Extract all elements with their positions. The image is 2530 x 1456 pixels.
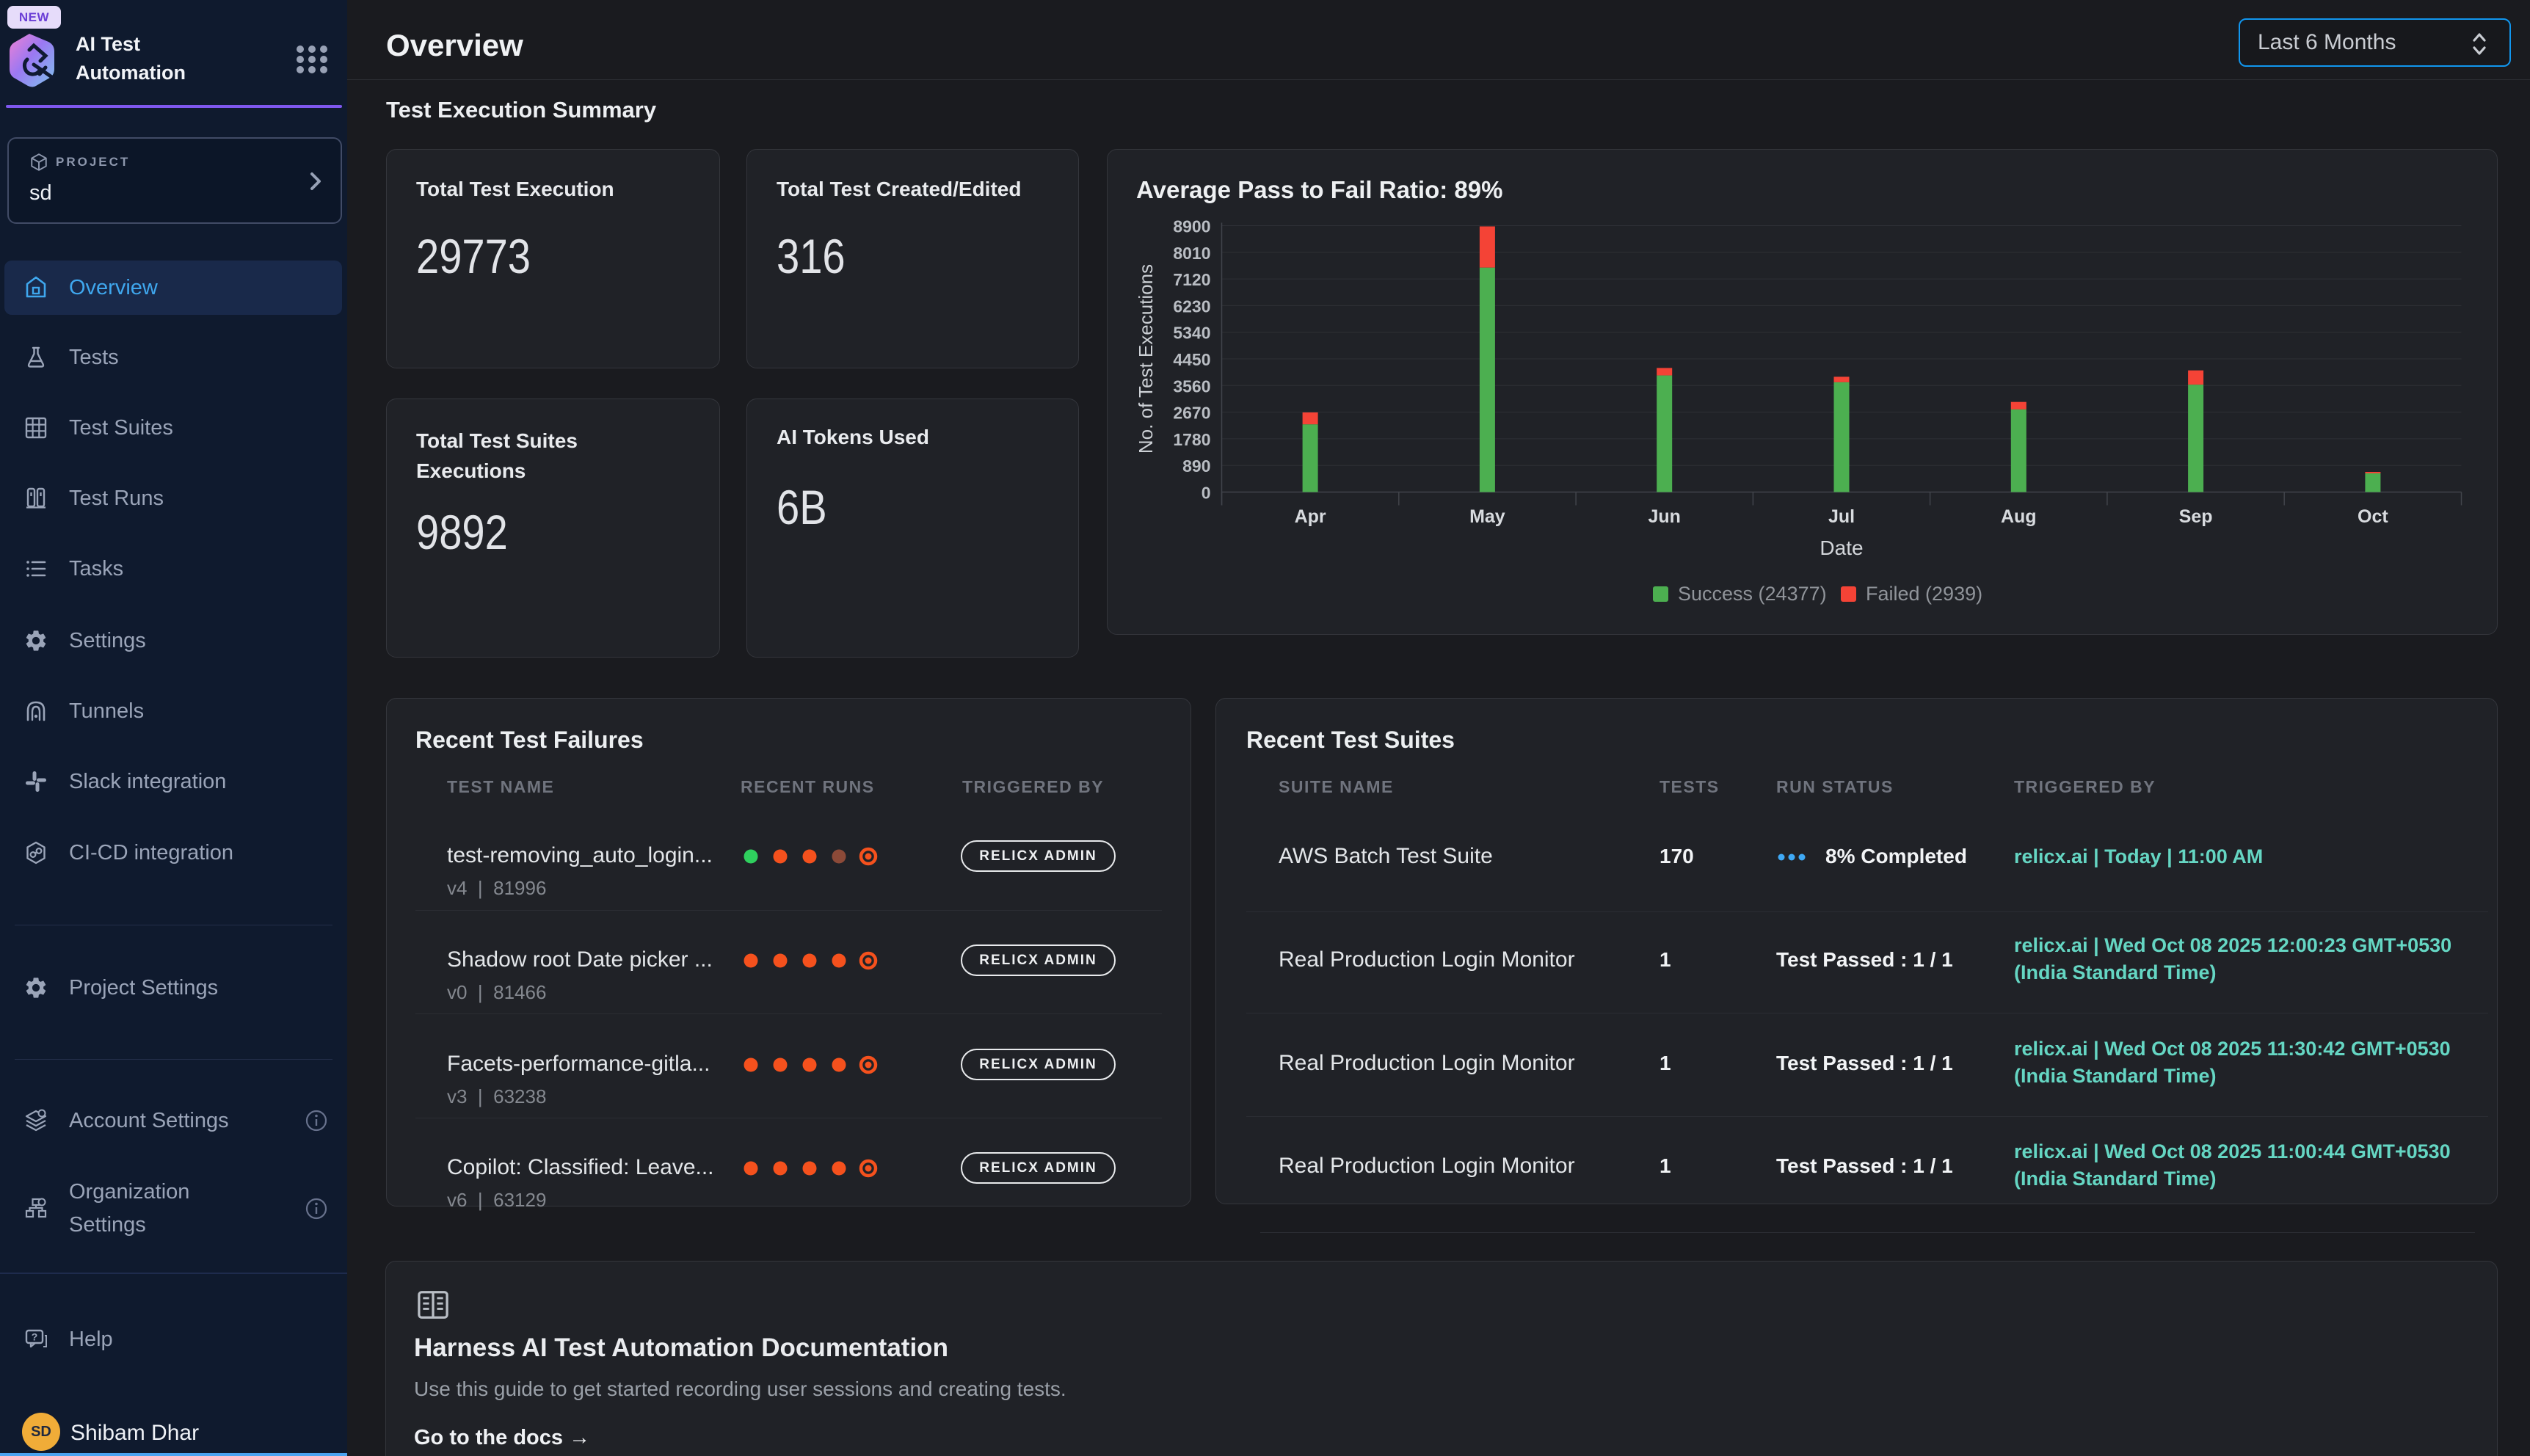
- svg-text:8900: 8900: [1173, 217, 1210, 236]
- svg-text:8010: 8010: [1173, 244, 1210, 263]
- svg-text:3560: 3560: [1173, 376, 1210, 396]
- svg-text:No. of Test Executions: No. of Test Executions: [1135, 264, 1157, 454]
- svg-text:5340: 5340: [1173, 324, 1210, 343]
- svg-text:Oct: Oct: [2358, 506, 2388, 527]
- svg-text:4450: 4450: [1173, 350, 1210, 369]
- svg-text:Apr: Apr: [1295, 506, 1326, 527]
- svg-text:Sep: Sep: [2179, 506, 2213, 527]
- svg-text:7120: 7120: [1173, 270, 1210, 289]
- svg-text:6230: 6230: [1173, 296, 1210, 316]
- svg-text:Date: Date: [1820, 536, 1863, 559]
- svg-text:890: 890: [1182, 456, 1210, 476]
- svg-text:0: 0: [1202, 484, 1211, 503]
- svg-text:Failed (2939): Failed (2939): [1866, 583, 1982, 605]
- svg-text:2670: 2670: [1173, 404, 1210, 423]
- svg-text:1780: 1780: [1173, 430, 1210, 449]
- svg-text:Jul: Jul: [1828, 506, 1855, 527]
- svg-text:Jun: Jun: [1648, 506, 1680, 527]
- svg-text:?: ?: [32, 1331, 38, 1343]
- svg-text:Success (24377): Success (24377): [1678, 583, 1827, 605]
- svg-text:May: May: [1469, 506, 1505, 527]
- svg-text:Aug: Aug: [2001, 506, 2037, 527]
